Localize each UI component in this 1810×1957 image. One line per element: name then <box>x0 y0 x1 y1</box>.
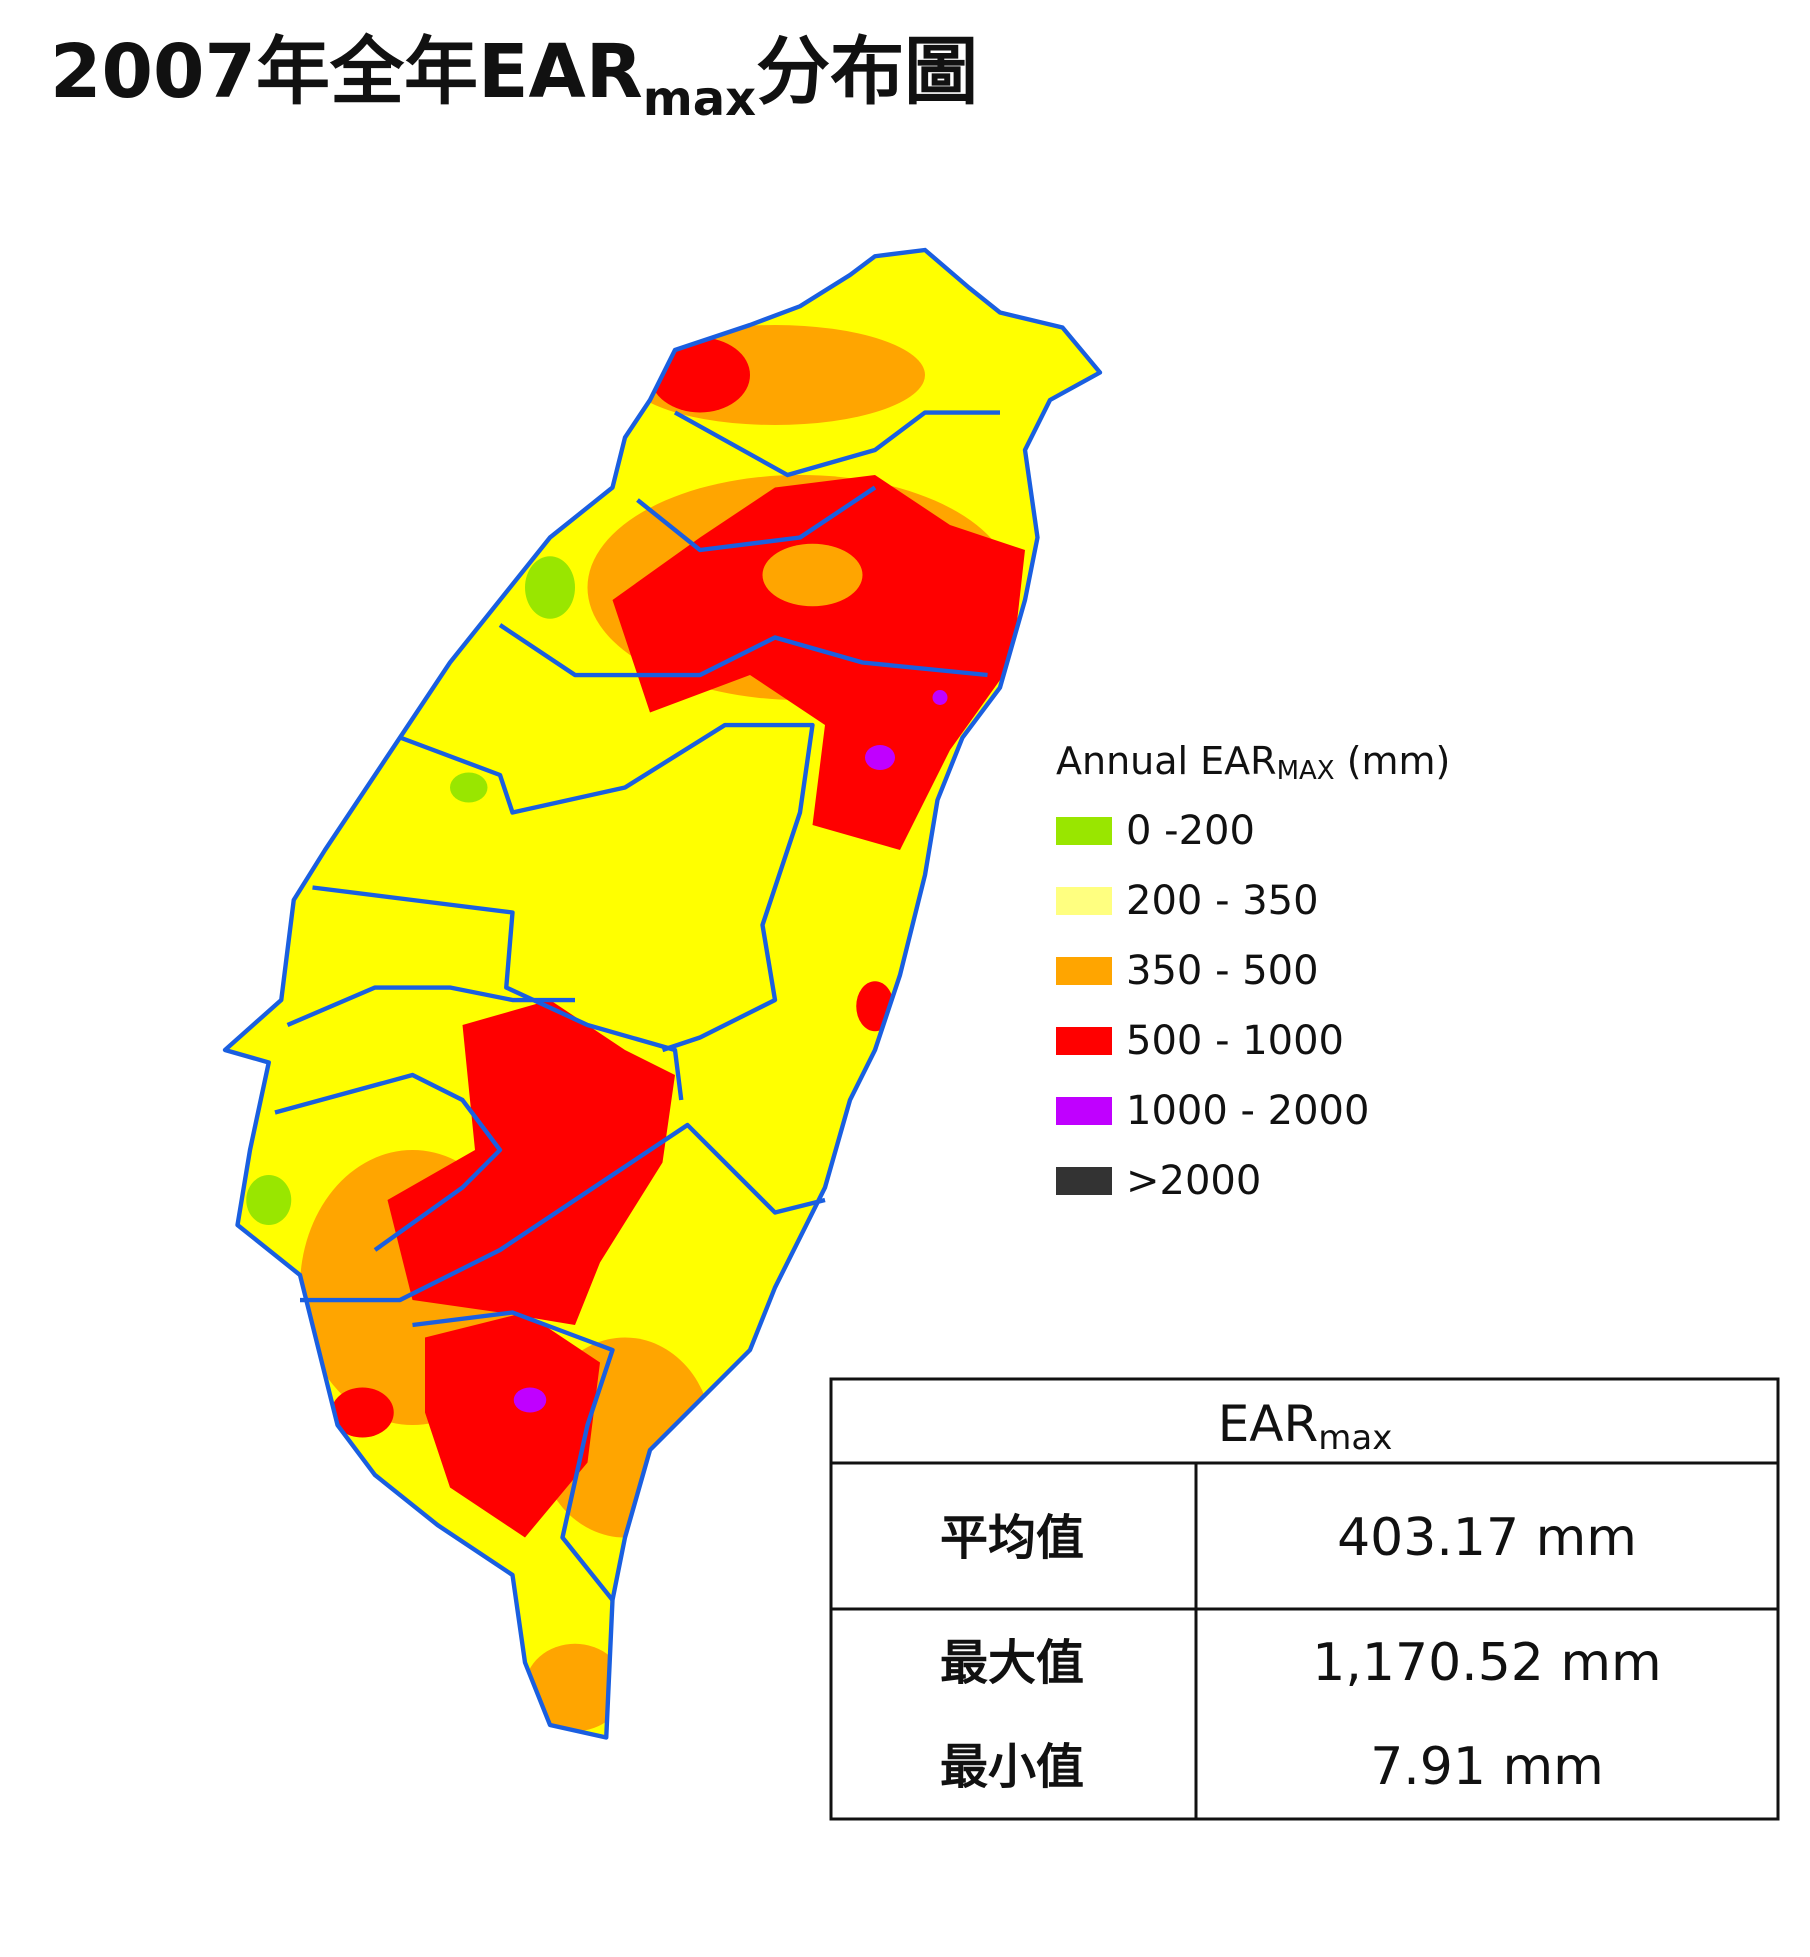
legend: Annual EARMAX (mm) 0 -200 200 - 350 350 - … <box>1056 739 1450 1204</box>
table-header-sub: max <box>1318 1418 1392 1458</box>
title-suffix: 分布圖 <box>756 29 978 115</box>
row-label: 平均值 <box>940 1510 1084 1566</box>
legend-label: 350 - 500 <box>1126 948 1319 994</box>
legend-swatch <box>1056 887 1112 915</box>
legend-title-main: Annual EAR <box>1056 739 1277 783</box>
legend-label: 0 -200 <box>1126 808 1255 854</box>
legend-title-sub: MAX <box>1277 756 1335 786</box>
legend-swatch <box>1056 1097 1112 1125</box>
legend-label: 500 - 1000 <box>1126 1018 1344 1064</box>
title-sub: max <box>643 71 756 127</box>
stats-table: EARmax 平均值 403.17 mm 最大值 1,170.52 mm 最小值 7.91… <box>829 1377 1780 1821</box>
legend-title: Annual EARMAX (mm) <box>1056 739 1450 786</box>
table-border <box>829 1377 1780 1821</box>
legend-label: >2000 <box>1126 1158 1261 1204</box>
legend-swatch <box>1056 1167 1112 1195</box>
legend-swatch <box>1056 1027 1112 1055</box>
row-value: 403.17 mm <box>1337 1508 1637 1568</box>
table-header-main: EAR <box>1218 1395 1319 1453</box>
title: 2007年全年EARmax分布圖 <box>50 29 978 128</box>
row-label: 最小值 <box>940 1739 1084 1795</box>
row-value: 1,170.52 mm <box>1312 1633 1661 1693</box>
legend-swatch <box>1056 817 1112 845</box>
row-label: 最大值 <box>940 1635 1084 1691</box>
table-header: EARmax <box>1218 1395 1393 1458</box>
legend-label: 1000 - 2000 <box>1126 1088 1369 1134</box>
legend-label: 200 - 350 <box>1126 878 1319 924</box>
title-main: 2007年全年EAR <box>50 29 643 115</box>
legend-title-unit: (mm) <box>1335 739 1451 783</box>
legend-swatch <box>1056 957 1112 985</box>
row-value: 7.91 mm <box>1370 1737 1604 1797</box>
